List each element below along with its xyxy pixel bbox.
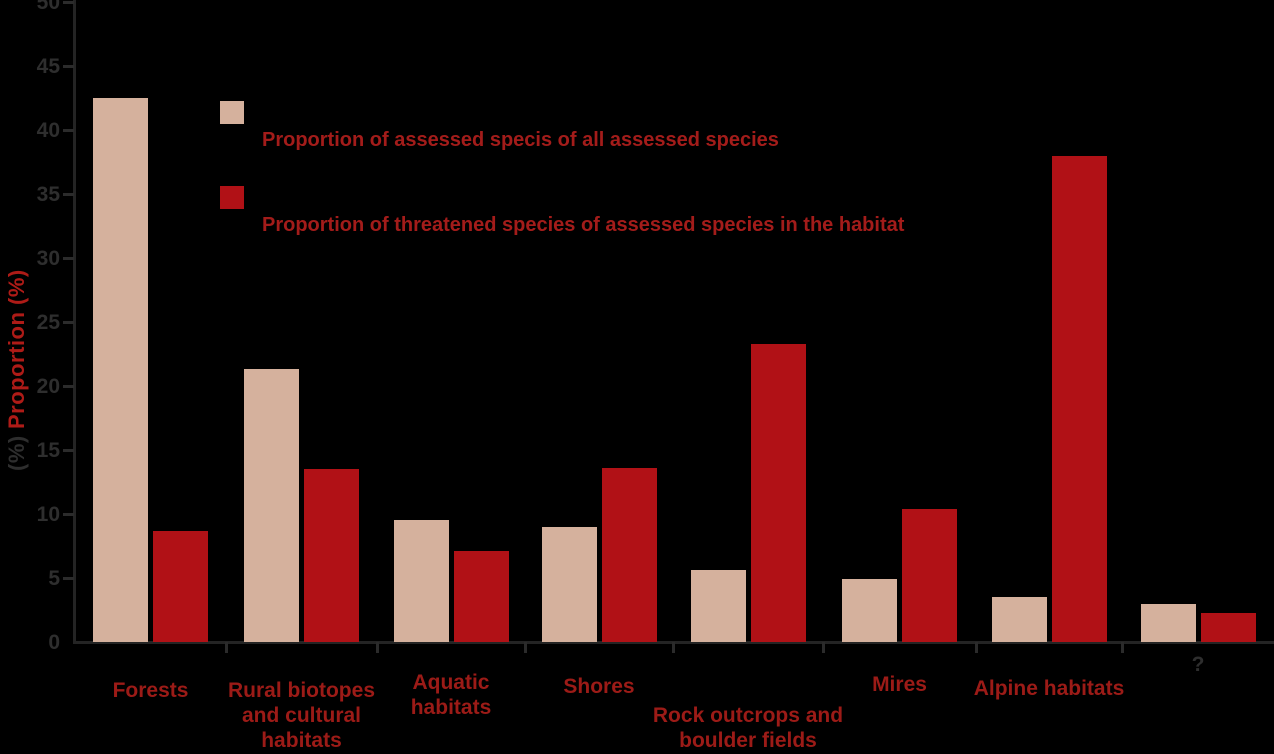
y-tick-label-25: 25	[36, 311, 60, 334]
y-axis-title-text: Proportion (%)	[4, 268, 29, 429]
bar-assessed-rock-outcrops-and-boulder-fields	[690, 570, 746, 642]
y-tick-label-15: 15	[36, 439, 60, 462]
y-tick-45	[63, 65, 74, 68]
y-tick-30	[63, 257, 74, 260]
bar-threatened-aquatic-habitats	[453, 551, 509, 642]
x-axis-label-rock-outcrops-and-boulder-fields: Rock outcrops and boulder fields	[598, 703, 898, 753]
legend-swatch-threatened	[220, 186, 244, 209]
y-tick-label-0: 0	[48, 631, 60, 654]
y-tick-20	[63, 385, 74, 388]
bar-threatened-q	[1200, 612, 1256, 642]
x-tick-4	[672, 642, 675, 653]
y-tick-15	[63, 449, 74, 452]
bar-assessed-aquatic-habitats	[393, 520, 449, 642]
y-tick-label-40: 40	[36, 119, 60, 142]
y-tick-label-30: 30	[36, 247, 60, 270]
x-axis-label-line: and cultural	[241, 704, 362, 727]
bar-assessed-rural-biotopes-and-cultural-habitats	[244, 369, 299, 642]
x-axis-label-rural-biotopes-and-cultural-habitats: Rural biotopes and cultural habitats	[152, 678, 452, 753]
y-tick-10	[63, 513, 74, 516]
bar-threatened-rock-outcrops-and-boulder-fields	[750, 343, 806, 642]
legend-swatch-assessed	[220, 101, 244, 124]
x-axis-label-line: Rural biotopes	[227, 679, 375, 702]
x-axis-label-aquatic-habitats: Aquatic habitats	[301, 670, 601, 720]
y-tick-label-20: 20	[36, 375, 60, 398]
x-axis-label-line: Alpine habitats	[973, 677, 1125, 700]
x-axis-label-line: Mires	[872, 673, 927, 696]
x-tick-1	[225, 642, 228, 653]
y-tick-label-10: 10	[36, 503, 60, 526]
x-axis-label-line: Shores	[563, 675, 635, 698]
bar-threatened-mires	[902, 508, 957, 642]
bar-assessed-shores	[541, 526, 597, 642]
x-axis-label-line: ?	[1191, 653, 1205, 676]
x-tick-3	[524, 642, 527, 653]
bar-threatened-alpine-habitats	[1051, 155, 1107, 642]
legend-label-assessed: Proportion of assessed specis of all ass…	[262, 129, 779, 151]
y-tick-label-45: 45	[36, 55, 60, 78]
bar-threatened-forests	[153, 530, 208, 642]
bar-threatened-rural-biotopes-and-cultural-habitats	[304, 469, 359, 642]
x-axis-label-forests: Forests	[1, 678, 301, 703]
y-tick-5	[63, 577, 74, 580]
x-tick-5	[822, 642, 825, 653]
bar-assessed-forests	[93, 98, 148, 642]
y-tick-25	[63, 321, 74, 324]
y-tick-label-50: 50	[36, 0, 60, 14]
y-tick-40	[63, 129, 74, 132]
bar-assessed-mires	[842, 579, 897, 642]
legend-label-threatened: Proportion of threatened species of asse…	[262, 214, 905, 236]
y-tick-35	[63, 193, 74, 196]
y-tick-50	[63, 1, 74, 4]
x-axis-label-line: Aquatic	[412, 671, 490, 694]
bar-assessed-alpine-habitats	[991, 597, 1047, 642]
x-tick-7	[1121, 642, 1124, 653]
y-tick-label-5: 5	[48, 567, 60, 590]
x-tick-2	[376, 642, 379, 653]
x-axis-label-q: ?	[1048, 652, 1274, 677]
bar-assessed-q	[1140, 603, 1196, 642]
x-axis-label-alpine-habitats: Alpine habitats	[899, 676, 1199, 701]
bar-threatened-shores	[601, 467, 657, 642]
y-tick-label-35: 35	[36, 183, 60, 206]
x-axis-label-line: Forests	[112, 679, 189, 702]
x-axis-label-line: boulder fields	[679, 729, 817, 752]
x-axis-label-line: habitats	[410, 696, 492, 719]
y-axis-line	[73, 0, 76, 643]
x-axis-label-line: Rock outcrops and	[652, 704, 844, 727]
x-axis-label-line: habitats	[261, 729, 342, 752]
x-axis-label-shores: Shores	[449, 674, 749, 699]
x-tick-6	[975, 642, 978, 653]
x-axis-label-mires: Mires	[750, 672, 1050, 697]
